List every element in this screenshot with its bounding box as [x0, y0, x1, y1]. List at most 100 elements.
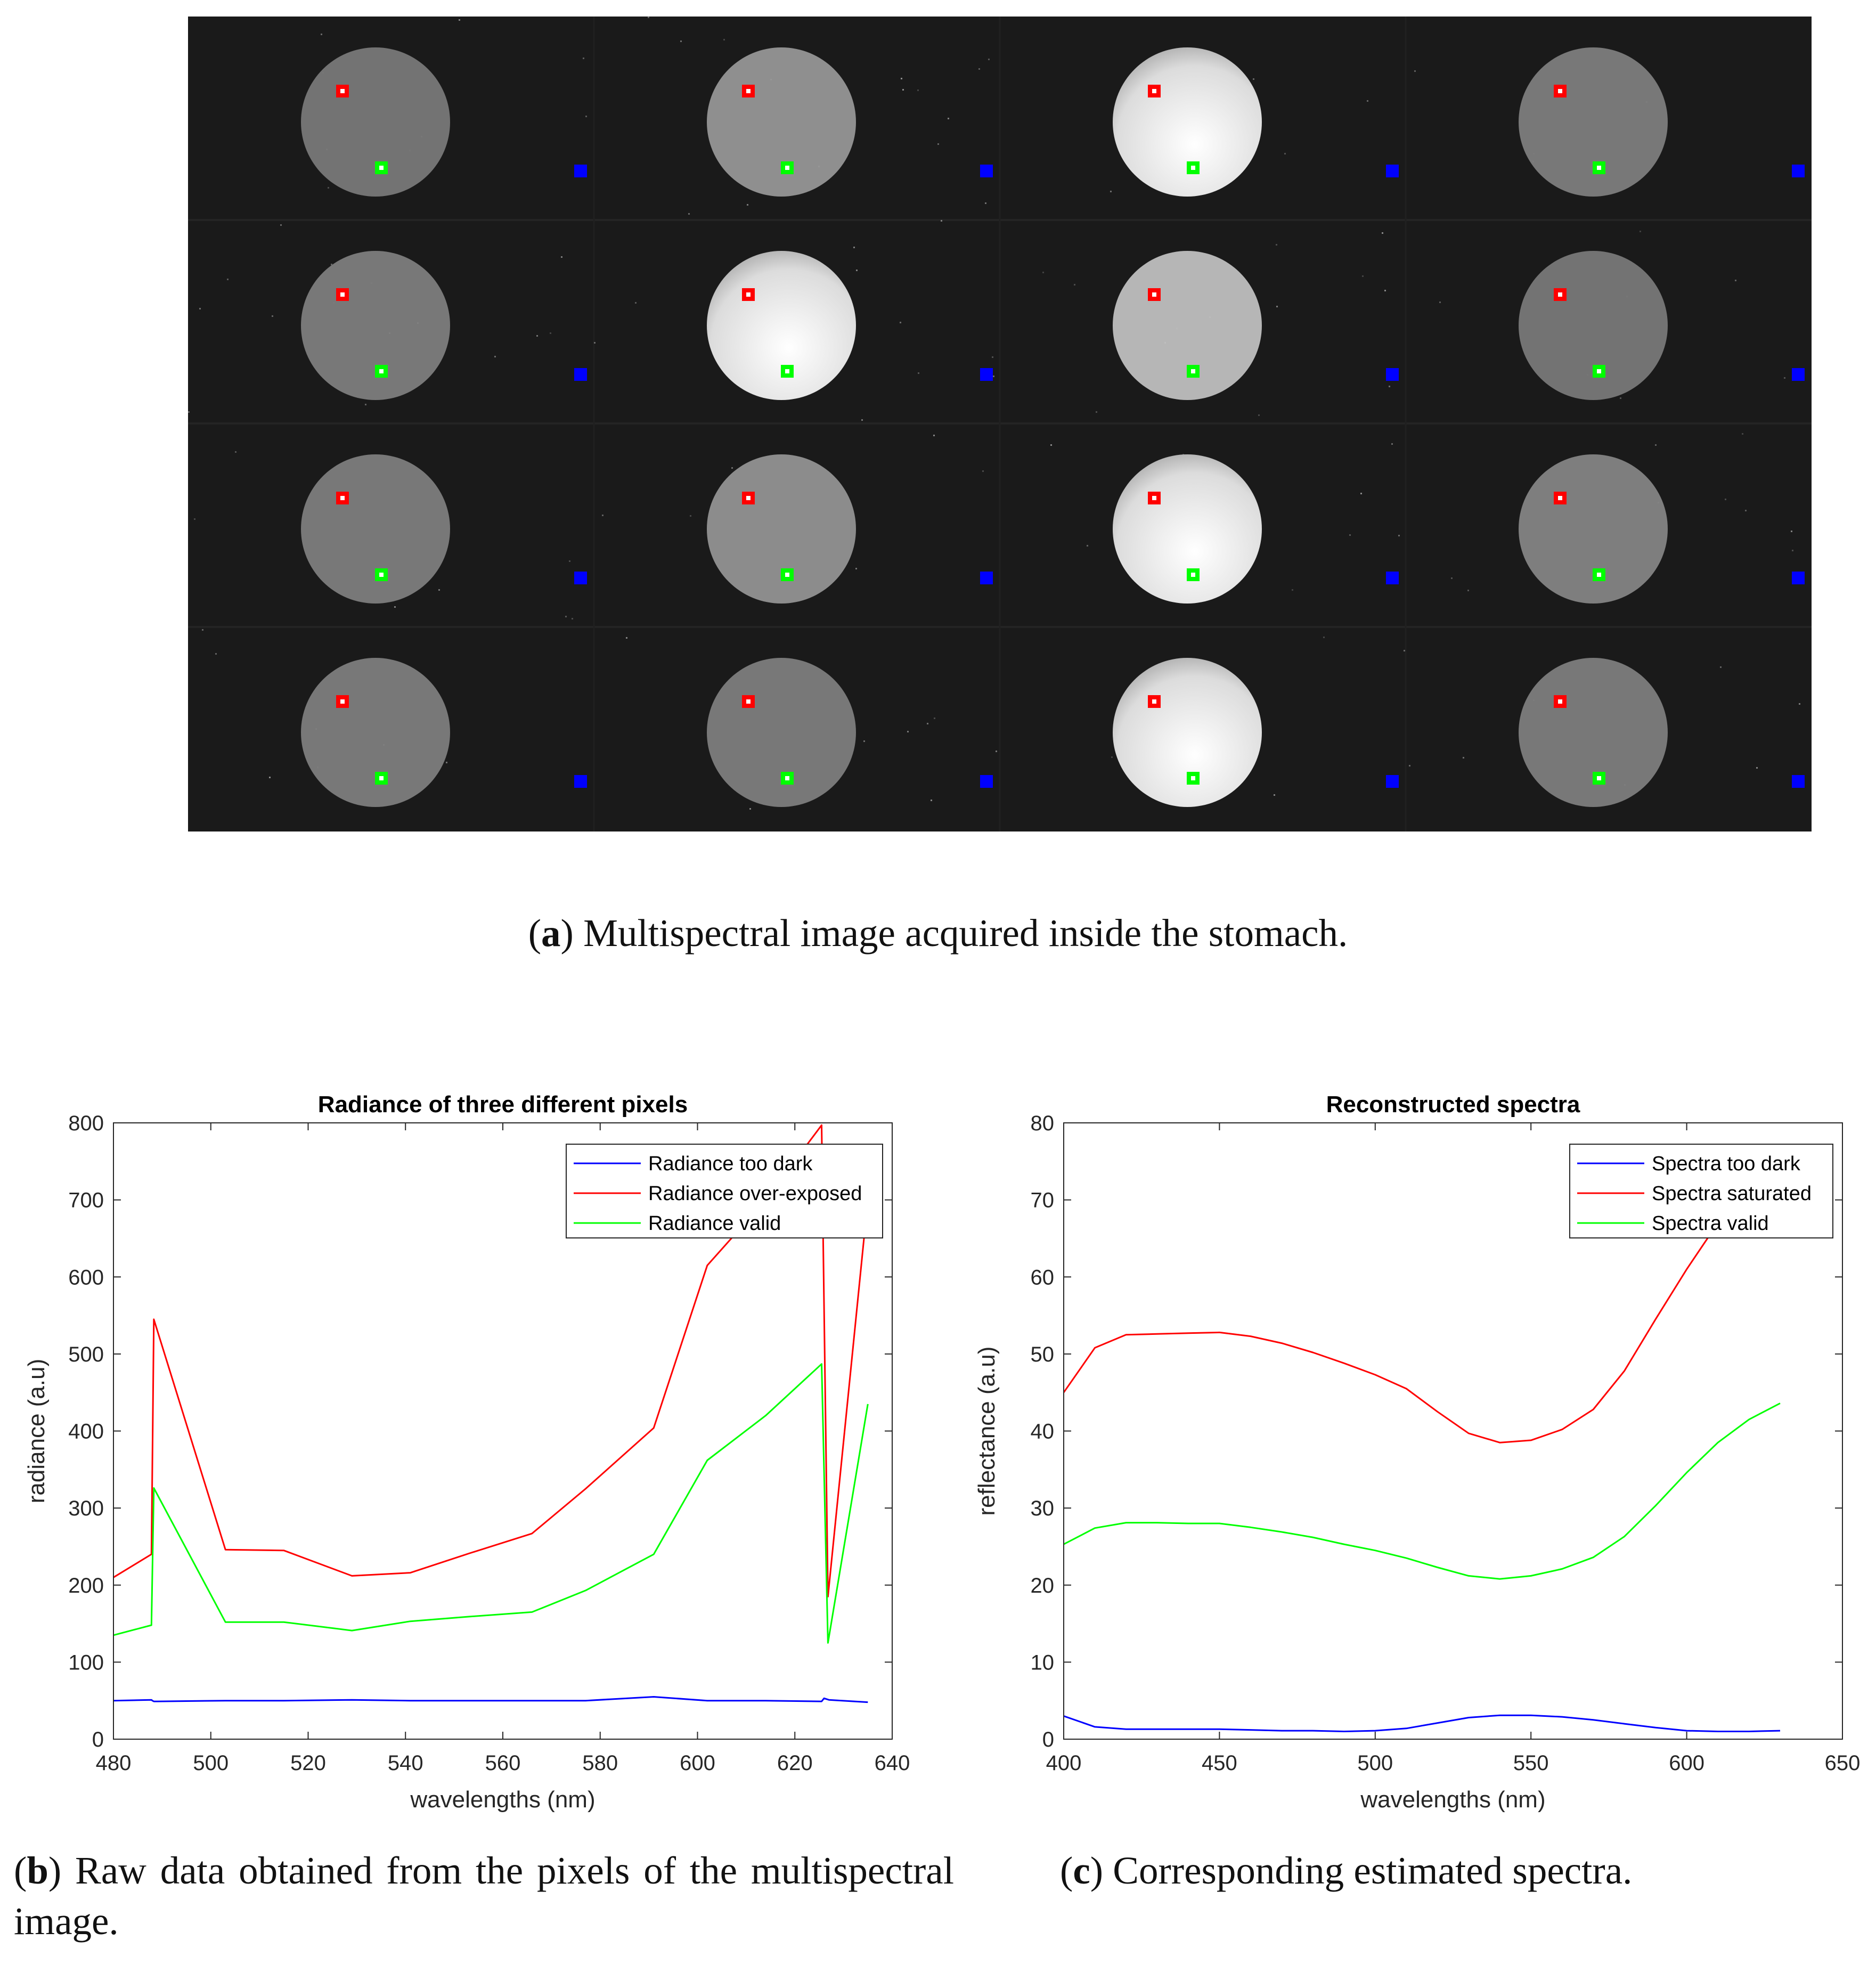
noise-speck — [1367, 100, 1368, 102]
noise-speck — [749, 808, 751, 810]
noise-speck — [1258, 414, 1260, 416]
noise-speck — [1384, 290, 1386, 291]
overexposed-pixel-marker-center — [340, 699, 345, 704]
y-tick-label: 600 — [68, 1266, 104, 1289]
x-tick-label: 650 — [1825, 1751, 1861, 1775]
plot-frame — [113, 1122, 893, 1740]
noise-speck — [917, 89, 919, 91]
noise-speck — [1087, 545, 1088, 547]
noise-speck — [269, 777, 271, 778]
x-tick-label: 620 — [777, 1751, 813, 1775]
noise-speck — [1463, 757, 1464, 759]
x-tick-label: 400 — [1046, 1751, 1082, 1775]
noise-speck — [1074, 284, 1075, 286]
noise-speck — [1382, 232, 1383, 234]
noise-speck — [1640, 231, 1641, 232]
noise-speck — [1725, 499, 1726, 500]
dark-pixel-marker — [980, 572, 993, 584]
x-axis-label: wavelengths (nm) — [410, 1787, 595, 1813]
x-tick-label: 580 — [582, 1751, 618, 1775]
noise-speck — [394, 606, 396, 608]
noise-speck — [1096, 411, 1097, 413]
noise-speck — [1620, 397, 1621, 399]
noise-speck — [328, 187, 329, 189]
x-tick-label: 500 — [1357, 1751, 1393, 1775]
noise-speck — [280, 224, 282, 226]
noise-speck — [901, 78, 902, 79]
overexposed-pixel-marker-center — [1558, 496, 1562, 500]
legend-entry: Spectra too dark — [1652, 1153, 1801, 1175]
overexposed-pixel-marker-center — [340, 292, 345, 297]
dark-pixel-marker — [980, 368, 993, 381]
reflectance-chart: 400 450 500 550 600 650 0 10 20 30 40 50 60 70 80 Recon… — [974, 1091, 1861, 1813]
noise-speck — [863, 740, 865, 742]
caption-c: (c) Corresponding estimated spectra. — [1060, 1849, 1633, 1892]
caption-a-label: a — [541, 911, 561, 955]
noise-speck — [227, 279, 229, 280]
noise-speck — [688, 213, 690, 215]
overexposed-pixel-marker-center — [746, 699, 751, 704]
noise-speck — [1745, 510, 1747, 511]
noise-speck — [1360, 493, 1362, 494]
y-tick-label: 80 — [1031, 1112, 1055, 1135]
noise-speck — [635, 302, 637, 304]
noise-speck — [626, 637, 627, 639]
dark-pixel-marker — [574, 165, 587, 177]
valid-pixel-marker-center — [379, 776, 384, 780]
noise-speck — [855, 568, 857, 569]
noise-speck — [1735, 280, 1736, 281]
noise-speck — [861, 419, 863, 421]
noise-speck — [438, 589, 440, 591]
noise-speck — [235, 451, 236, 453]
noise-speck — [931, 800, 932, 801]
overexposed-pixel-marker-center — [1152, 292, 1156, 297]
noise-speck — [978, 68, 980, 70]
y-tick-label: 400 — [68, 1420, 104, 1444]
valid-pixel-marker-center — [1597, 369, 1601, 373]
x-tick-label: 550 — [1513, 1751, 1549, 1775]
dark-pixel-marker — [980, 165, 993, 177]
overexposed-pixel-marker-center — [1558, 292, 1562, 297]
noise-speck — [985, 202, 986, 204]
noise-speck — [1742, 433, 1743, 435]
noise-speck — [648, 17, 649, 18]
series-line-spectra-valid — [1063, 1403, 1781, 1580]
noise-speck — [602, 515, 603, 516]
noise-speck — [1362, 275, 1364, 277]
noise-speck — [982, 470, 984, 472]
noise-speck — [723, 39, 725, 40]
noise-speck — [937, 143, 939, 145]
noise-speck — [494, 356, 496, 357]
y-tick-label: 100 — [68, 1651, 104, 1674]
noise-speck — [1050, 444, 1052, 446]
noise-speck — [1292, 589, 1293, 591]
noise-speck — [992, 356, 993, 358]
valid-pixel-marker-center — [1191, 776, 1195, 780]
overexposed-pixel-marker-center — [746, 292, 751, 297]
noise-speck — [188, 411, 190, 413]
series-line-radiance-valid — [113, 1363, 869, 1644]
noise-speck — [1467, 590, 1469, 591]
overexposed-pixel-marker-center — [1152, 89, 1156, 93]
overexposed-pixel-marker-center — [1558, 699, 1562, 704]
noise-speck — [747, 204, 748, 206]
noise-speck — [569, 560, 570, 562]
x-axis-label: wavelengths (nm) — [1360, 1787, 1545, 1813]
y-axis-label: reflectance (a.u) — [974, 1347, 1000, 1516]
legend-entry: Radiance over-exposed — [648, 1183, 862, 1205]
noise-speck — [1398, 535, 1400, 536]
noise-speck — [446, 762, 447, 763]
valid-pixel-marker-center — [379, 369, 384, 373]
y-tick-label: 10 — [1031, 1651, 1055, 1674]
radiance-chart: 480 500 520 540 560 580 600 620 640 0 100 200 300 400… — [23, 1091, 910, 1813]
caption-c-text: Corresponding estimated spectra. — [1103, 1849, 1633, 1892]
overexposed-pixel-marker-center — [1152, 496, 1156, 500]
valid-pixel-marker-center — [379, 166, 384, 170]
valid-pixel-marker-center — [1597, 573, 1601, 577]
noise-speck — [690, 515, 691, 517]
multispectral-image — [188, 17, 1812, 831]
noise-speck — [900, 322, 901, 323]
x-tick-label: 640 — [875, 1751, 910, 1775]
noise-speck — [902, 89, 904, 91]
noise-speck — [1404, 650, 1405, 651]
